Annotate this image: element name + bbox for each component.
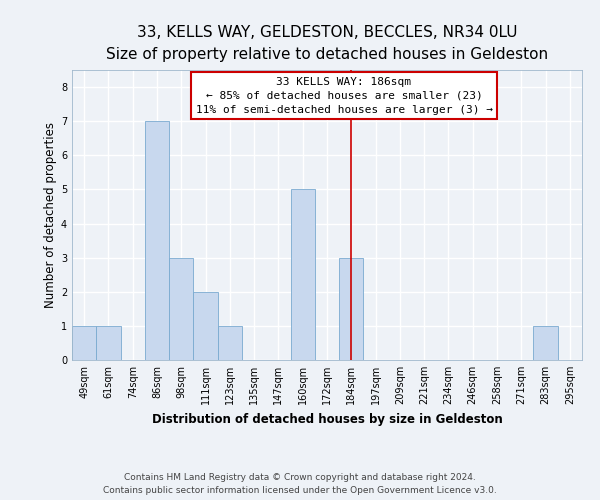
Bar (72, 326, 96, 360)
Y-axis label: Number of detached properties: Number of detached properties (44, 122, 57, 308)
Bar (145, 121, 169, 360)
Bar (193, 292, 218, 360)
Bar (96, 326, 121, 360)
Bar (339, 258, 364, 360)
Bar (218, 326, 242, 360)
Bar (290, 190, 315, 360)
X-axis label: Distribution of detached houses by size in Geldeston: Distribution of detached houses by size … (152, 412, 502, 426)
Text: Contains HM Land Registry data © Crown copyright and database right 2024.
Contai: Contains HM Land Registry data © Crown c… (103, 473, 497, 495)
Bar (169, 258, 193, 360)
Bar (533, 326, 558, 360)
Title: 33, KELLS WAY, GELDESTON, BECCLES, NR34 0LU
Size of property relative to detache: 33, KELLS WAY, GELDESTON, BECCLES, NR34 … (106, 24, 548, 62)
Text: 33 KELLS WAY: 186sqm
← 85% of detached houses are smaller (23)
11% of semi-detac: 33 KELLS WAY: 186sqm ← 85% of detached h… (196, 77, 493, 115)
